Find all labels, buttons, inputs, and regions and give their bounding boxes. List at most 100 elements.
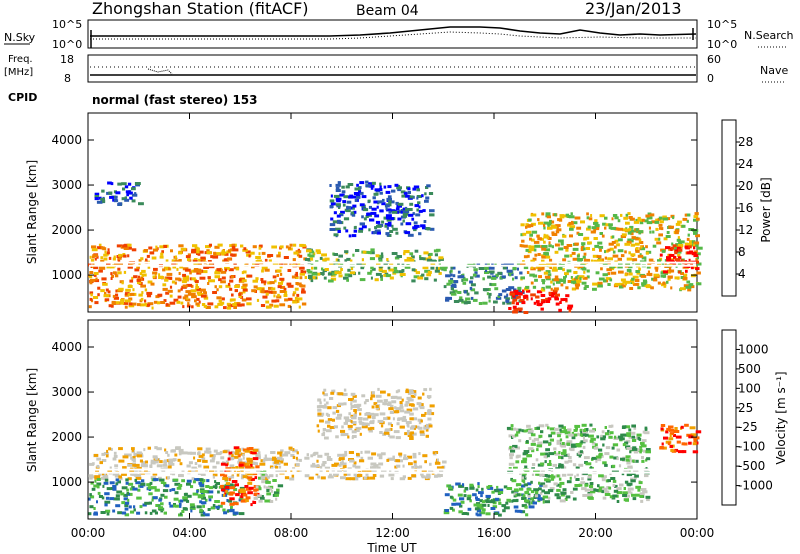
power-cell [375,254,380,258]
velocity-cell [227,499,233,503]
velocity-cell [339,457,345,461]
velocity-cell [485,494,491,498]
power-cell [89,281,93,285]
velocity-cell [350,405,356,408]
power-cell [349,271,356,275]
velocity-ytick-label: 1000 [51,475,82,489]
velocity-cell [123,497,128,501]
velocity-cell [174,453,178,457]
velocity-cell [616,457,619,461]
power-cell [560,279,566,283]
power-cell [345,229,349,233]
power-cell [256,287,262,291]
power-cell [114,274,119,278]
velocity-cell [406,432,410,436]
power-cell [348,195,353,199]
velocity-cell [677,450,684,454]
power-cell [636,271,641,275]
power-cell [336,199,341,203]
power-cell [187,292,193,296]
velocity-cell [567,472,574,476]
velocity-cell [626,461,631,465]
velocity-cell [231,454,234,457]
power-cell [330,202,336,206]
power-cell [142,273,147,277]
power-cell [686,280,691,284]
velocity-cell [554,452,561,456]
power-cell [94,279,100,283]
power-cell [117,257,120,261]
power-cell [635,247,639,250]
velocity-cell [215,469,218,473]
power-cell [369,257,375,261]
velocity-cell [322,461,327,464]
power-cell [690,266,694,270]
power-cell [688,245,692,249]
velocity-cell [688,441,692,445]
power-cell [601,234,605,238]
power-cell [538,275,542,279]
velocity-cell [367,415,372,419]
power-cell [445,296,449,300]
power-cell [695,252,701,256]
power-cell [131,248,137,252]
velocity-cell [498,513,502,517]
power-cell [203,266,209,269]
power-cell [593,221,599,225]
power-cell [607,257,613,261]
power-cell [663,217,669,221]
velocity-cell [538,487,542,491]
velocity-cell [175,446,181,450]
power-cell [570,276,573,279]
power-cell [361,215,364,219]
velocity-cell [324,436,329,440]
power-cell [200,294,207,298]
power-cell [515,302,519,306]
power-cell [597,257,601,261]
velocity-cell [494,512,499,515]
power-cell [697,262,702,266]
power-cell [524,287,529,291]
velocity-cell [313,452,317,455]
velocity-cell [357,408,362,412]
power-cell [396,186,402,190]
power-cell [295,276,299,279]
velocity-cell [587,477,592,481]
power-cell [196,250,200,254]
power-cell [526,230,532,234]
velocity-cell [281,469,286,473]
velocity-cell [524,491,529,495]
velocity-cell [418,465,423,469]
velocity-cell [600,434,603,438]
power-cell [207,276,211,280]
power-cell [194,299,197,303]
velocity-cell [548,442,551,446]
velocity-cell [353,409,357,412]
velocity-cell [121,511,127,515]
velocity-cell [559,428,562,432]
power-cell [610,271,617,275]
power-cell [145,258,148,262]
power-cell [226,306,232,310]
power-cell [640,245,643,249]
power-cell [662,281,665,285]
velocity-cell [189,503,195,507]
power-cell [668,266,672,270]
velocity-cell [670,448,674,452]
power-cell [493,300,498,304]
power-cell [116,244,123,248]
velocity-cell [128,505,132,509]
velocity-cell [604,432,610,436]
velocity-cell [178,451,184,455]
velocity-marks [88,387,702,517]
power-cell [167,289,173,293]
power-cell [522,232,527,236]
power-cell [496,274,499,278]
power-cell [343,217,350,221]
power-cell [576,279,582,283]
power-cell [375,220,381,224]
velocity-cell [513,505,519,509]
velocity-cell [337,392,344,396]
velocity-cell [407,476,412,480]
velocity-cell [117,511,122,515]
